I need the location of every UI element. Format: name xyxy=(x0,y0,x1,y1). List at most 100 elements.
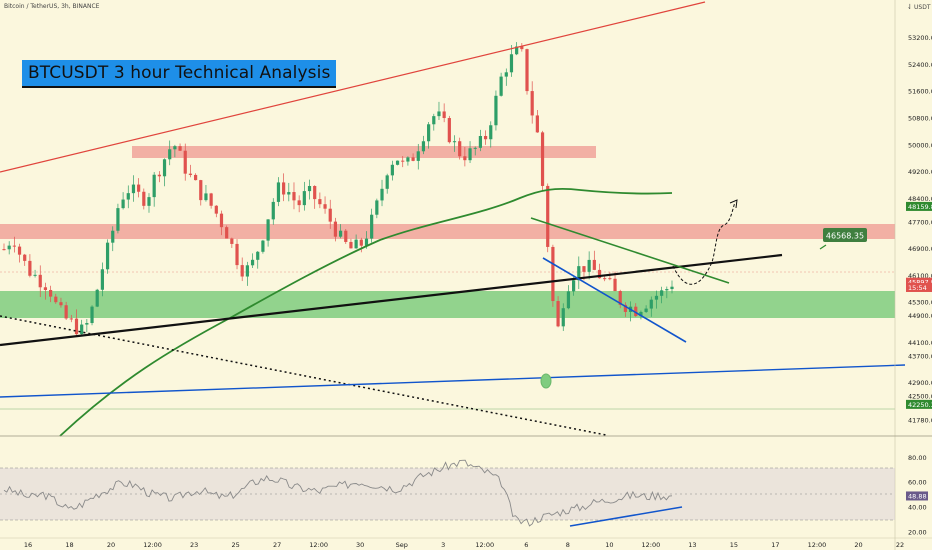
candle-body xyxy=(338,230,343,237)
target-label-box xyxy=(823,228,867,242)
rsi-badge-label: 48.88 xyxy=(908,492,927,500)
time-tick-label: 3 xyxy=(441,541,445,549)
candle-body xyxy=(520,46,524,50)
rsi-axis[interactable]: 80.00 60.00 40.00 20.00 48.88 xyxy=(906,454,928,536)
price-badge-label: 48159.87 xyxy=(908,203,932,211)
candle-body xyxy=(121,199,125,209)
candle-body xyxy=(644,308,648,312)
channel-top-line xyxy=(0,1,706,173)
price-tick-label: 50000.00 xyxy=(908,141,932,149)
candle-body xyxy=(59,302,63,306)
candle-body xyxy=(2,249,6,251)
candle-body xyxy=(427,124,431,142)
candle-body xyxy=(577,266,581,281)
candle-body xyxy=(463,156,467,161)
candle-body xyxy=(95,289,99,307)
currency-arrow-icon[interactable]: ⇃ xyxy=(907,3,913,11)
candle-body xyxy=(12,245,16,247)
candle-body xyxy=(111,230,115,243)
candle-body xyxy=(354,239,358,249)
candle-body xyxy=(447,118,451,143)
candle-body xyxy=(385,175,389,189)
price-badge: 15:54 xyxy=(906,282,932,292)
time-tick-label: 13 xyxy=(688,541,696,549)
blue-support-line xyxy=(0,364,906,398)
candle-body xyxy=(551,246,555,302)
candle-body xyxy=(250,259,255,266)
candle-body xyxy=(162,159,167,177)
candle-body xyxy=(126,193,130,200)
low-marker-dot xyxy=(540,373,552,389)
time-axis[interactable]: 16 18 20 12:00 23 25 27 12:00 30 Sep 3 12:00 6 8 10 12:… xyxy=(24,541,904,549)
time-tick-label: 16 xyxy=(24,541,32,549)
rsi-tick-label: 20.00 xyxy=(908,528,927,536)
candle-body xyxy=(152,174,156,198)
candle-body xyxy=(566,291,571,309)
candle-body xyxy=(100,269,104,290)
candlestick-series xyxy=(2,42,674,337)
candle-body xyxy=(452,141,457,143)
price-tick-label: 52400.00 xyxy=(908,61,932,69)
candle-body xyxy=(582,266,586,272)
candle-body xyxy=(313,185,317,200)
price-badge-bg xyxy=(906,399,932,409)
target-pointer xyxy=(819,244,827,250)
candle-body xyxy=(556,301,560,327)
time-tick-label: 8 xyxy=(566,541,570,549)
price-axis[interactable]: 53200.00 52400.00 51600.00 50800.00 50000.00… xyxy=(908,34,932,425)
candle-body xyxy=(437,111,441,117)
candle-body xyxy=(390,164,394,176)
candle-body xyxy=(105,242,110,270)
candle-body xyxy=(649,299,653,309)
candle-body xyxy=(245,265,249,277)
candle-body xyxy=(23,254,27,261)
candle-body xyxy=(333,221,338,237)
candle-body xyxy=(509,54,514,73)
candle-body xyxy=(489,125,493,140)
candle-body xyxy=(178,146,182,151)
target-label: 46568.35 xyxy=(826,232,864,241)
candle-body xyxy=(328,208,332,222)
candle-body xyxy=(561,308,565,327)
candle-body xyxy=(183,150,187,174)
candle-body xyxy=(665,289,669,291)
candle-body xyxy=(199,180,203,201)
candle-body xyxy=(214,205,218,214)
candle-body xyxy=(69,318,73,320)
candle-body xyxy=(603,278,607,280)
candle-body xyxy=(623,304,627,312)
time-tick-label: 15 xyxy=(730,541,738,549)
candle-body xyxy=(670,286,674,290)
candle-body xyxy=(494,95,498,126)
price-tick-label: 45300.00 xyxy=(908,299,932,307)
symbol-label: Bitcoin / TetherUS, 3h, BINANCE xyxy=(4,3,100,10)
time-tick-label: 20 xyxy=(854,541,862,549)
time-tick-label: 20 xyxy=(107,541,115,549)
candle-body xyxy=(442,111,446,119)
rsi-tick-label: 60.00 xyxy=(908,479,927,487)
candle-body xyxy=(85,323,89,325)
chart-title: BTCUSDT 3 hour Technical Analysis xyxy=(28,63,331,83)
candle-body xyxy=(416,151,420,161)
candle-body xyxy=(421,141,426,152)
currency-label[interactable]: USDT xyxy=(914,4,931,11)
candle-body xyxy=(173,146,177,150)
resistance-zone-upper xyxy=(132,146,596,158)
candle-body xyxy=(230,238,234,244)
candle-body xyxy=(287,192,291,195)
candle-body xyxy=(33,274,37,276)
candle-body xyxy=(473,147,477,149)
candle-body xyxy=(654,295,659,300)
price-badge-label: 15:54 xyxy=(908,284,927,292)
candle-body xyxy=(634,306,638,317)
rsi-tick-label: 40.00 xyxy=(908,503,927,511)
candle-body xyxy=(256,251,260,260)
candle-body xyxy=(49,289,53,297)
wedge-bottom-line xyxy=(542,257,687,343)
candle-body xyxy=(608,278,612,280)
candle-body xyxy=(219,213,224,228)
time-tick-label: 17 xyxy=(771,541,779,549)
price-badge-bg xyxy=(906,282,932,292)
